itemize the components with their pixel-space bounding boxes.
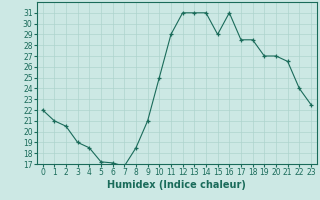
X-axis label: Humidex (Indice chaleur): Humidex (Indice chaleur): [108, 180, 246, 190]
